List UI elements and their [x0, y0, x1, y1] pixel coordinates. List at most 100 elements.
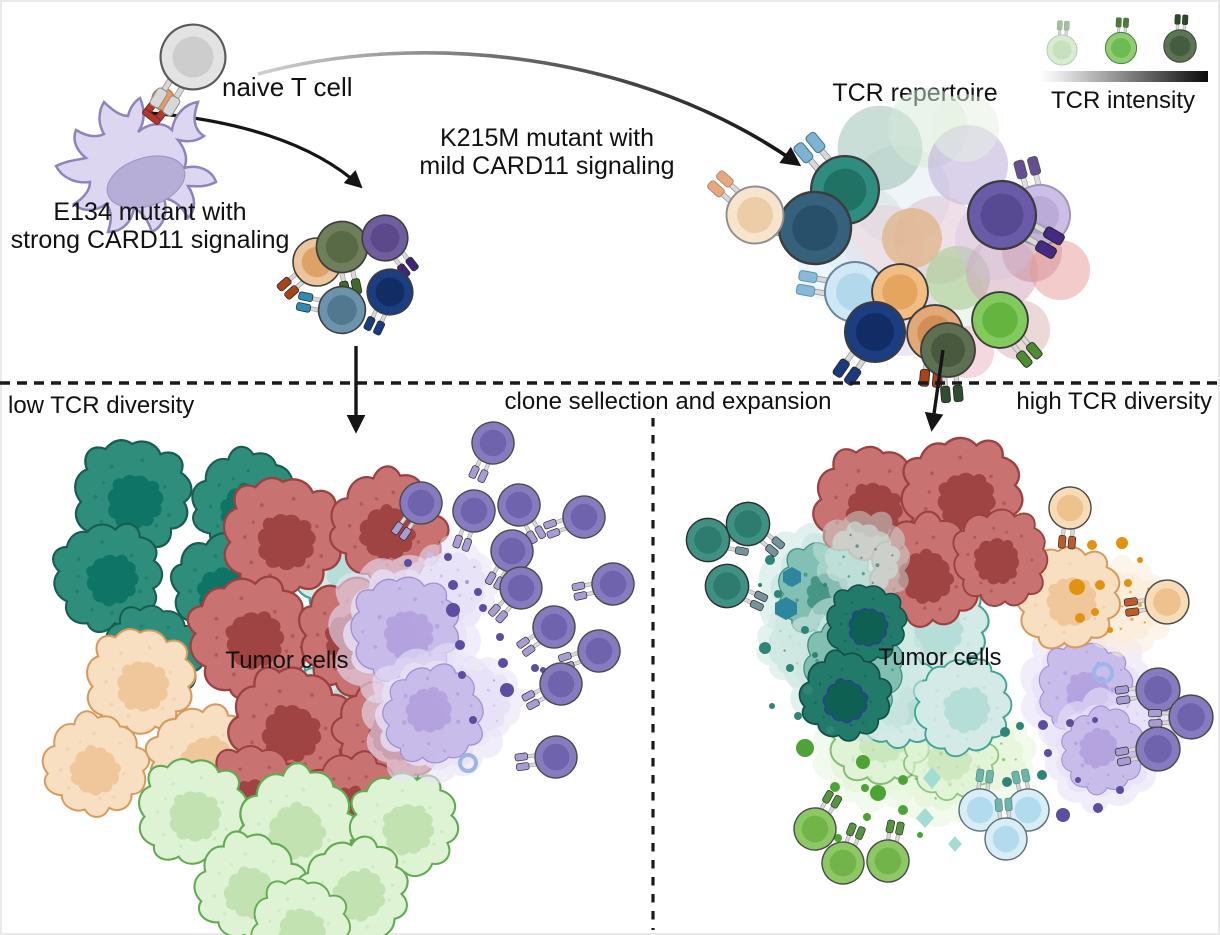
debris-dot	[455, 640, 465, 650]
debris-dot	[1087, 540, 1097, 550]
legend-cell-low	[1045, 19, 1079, 67]
arrow-down-right	[924, 349, 945, 432]
e134-label-line2: strong CARD11 signaling	[11, 226, 290, 254]
legend-cell-mid	[1104, 16, 1139, 65]
debris-dot	[870, 785, 886, 801]
debris-dot	[769, 703, 775, 709]
section-label-low-diversity: low TCR diversity	[8, 392, 194, 419]
debris-dot	[803, 685, 813, 695]
debris-dot	[1066, 719, 1074, 727]
debris-dot	[1091, 608, 1099, 616]
k215m-label-line2: mild CARD11 signaling	[419, 152, 674, 180]
right-panel: Tumor cells	[682, 422, 1215, 892]
debris-dot	[446, 603, 460, 617]
debris-dot	[427, 552, 433, 558]
debris-dot	[531, 664, 539, 672]
debris-dot	[1137, 557, 1143, 563]
t-cell	[456, 414, 522, 490]
repertoire-cell	[931, 94, 999, 162]
left-panel: Tumor cells	[27, 414, 639, 935]
purple-debris-right	[1038, 717, 1124, 822]
teal-debris	[758, 555, 834, 734]
t-cell	[512, 732, 581, 785]
debris-dot	[1107, 627, 1113, 633]
t-cell	[514, 654, 591, 723]
dying-tumor-cells-left	[313, 521, 546, 809]
debris-dot	[479, 604, 487, 612]
diamond-debris	[916, 767, 962, 852]
debris-dot	[1044, 749, 1052, 757]
tcr-repertoire-cluster	[694, 88, 1090, 406]
debris-dot	[826, 726, 834, 734]
debris-dot	[861, 784, 869, 792]
debris-hexagon	[783, 567, 801, 587]
t-cell	[568, 558, 639, 614]
k215m-label-line1: K215M mutant with	[440, 124, 654, 152]
dendritic-cell	[54, 96, 218, 234]
debris-dot	[1093, 803, 1103, 813]
dendritic-nucleus	[106, 155, 186, 209]
debris-dot	[1124, 579, 1132, 587]
debris-dot	[1092, 717, 1098, 723]
t-cell	[537, 489, 612, 552]
legend-title: TCR intensity	[1051, 87, 1195, 114]
e134-label-line1: E134 mutant with	[53, 198, 246, 226]
tumor-cells-label-left: Tumor cells	[225, 647, 348, 674]
repertoire-cell	[882, 208, 942, 268]
debris-dot	[448, 580, 458, 590]
debris-dot	[774, 590, 782, 598]
section-label-high-diversity: high TCR diversity	[1016, 388, 1212, 415]
debris-dot	[1056, 808, 1070, 822]
debris-hexagon	[775, 597, 797, 620]
debris-dot	[834, 834, 842, 842]
intensity-gradient-bar	[1040, 71, 1208, 82]
debris-dot	[1075, 613, 1085, 623]
debris-dot	[830, 782, 840, 792]
debris-dot	[1069, 579, 1085, 595]
debris-dot	[498, 658, 508, 668]
debris-dot	[1075, 777, 1081, 783]
vesicle-ring	[458, 753, 478, 773]
debris-dot	[1038, 720, 1048, 730]
debris-dot	[404, 559, 412, 567]
tumor-cells-label-right: Tumor cells	[878, 644, 1001, 671]
arrow-k215m	[257, 51, 802, 167]
debris-dot	[812, 652, 818, 658]
t-cell	[1044, 484, 1094, 551]
debris-dot	[1037, 770, 1047, 780]
debris-dot	[898, 775, 908, 785]
debris-dot	[917, 832, 923, 838]
debris-dot	[1095, 580, 1105, 590]
naive-t-cell-label: naive T cell	[222, 72, 353, 102]
debris-dot	[898, 805, 908, 815]
t-cell	[917, 319, 981, 406]
debris-dot	[786, 664, 794, 672]
debris-dot	[469, 716, 477, 724]
debris-dot	[796, 739, 814, 757]
debris-dot	[500, 683, 514, 697]
debris-dot	[1116, 786, 1124, 794]
debris-dot	[823, 583, 827, 587]
teal-dots-right	[964, 722, 1047, 828]
debris-diamond	[923, 767, 941, 789]
debris-diamond	[916, 808, 934, 828]
debris-dot	[856, 755, 870, 769]
debris-dot	[765, 555, 775, 565]
debris-dot	[1016, 722, 1024, 730]
t-cell	[862, 816, 918, 887]
section-label-clone-selection: clone sellection and expansion	[505, 388, 832, 415]
debris-dot	[759, 642, 771, 654]
debris-diamond	[948, 836, 962, 852]
vesicle-ring	[1092, 662, 1114, 684]
debris-dot	[758, 583, 762, 587]
debris-dot	[474, 588, 482, 596]
purple-debris	[404, 552, 546, 724]
debris-dot	[444, 553, 452, 561]
small-clone-cluster	[265, 205, 431, 343]
debris-dot	[458, 671, 466, 679]
debris-dot	[1116, 537, 1128, 549]
debris-dot	[496, 633, 504, 641]
